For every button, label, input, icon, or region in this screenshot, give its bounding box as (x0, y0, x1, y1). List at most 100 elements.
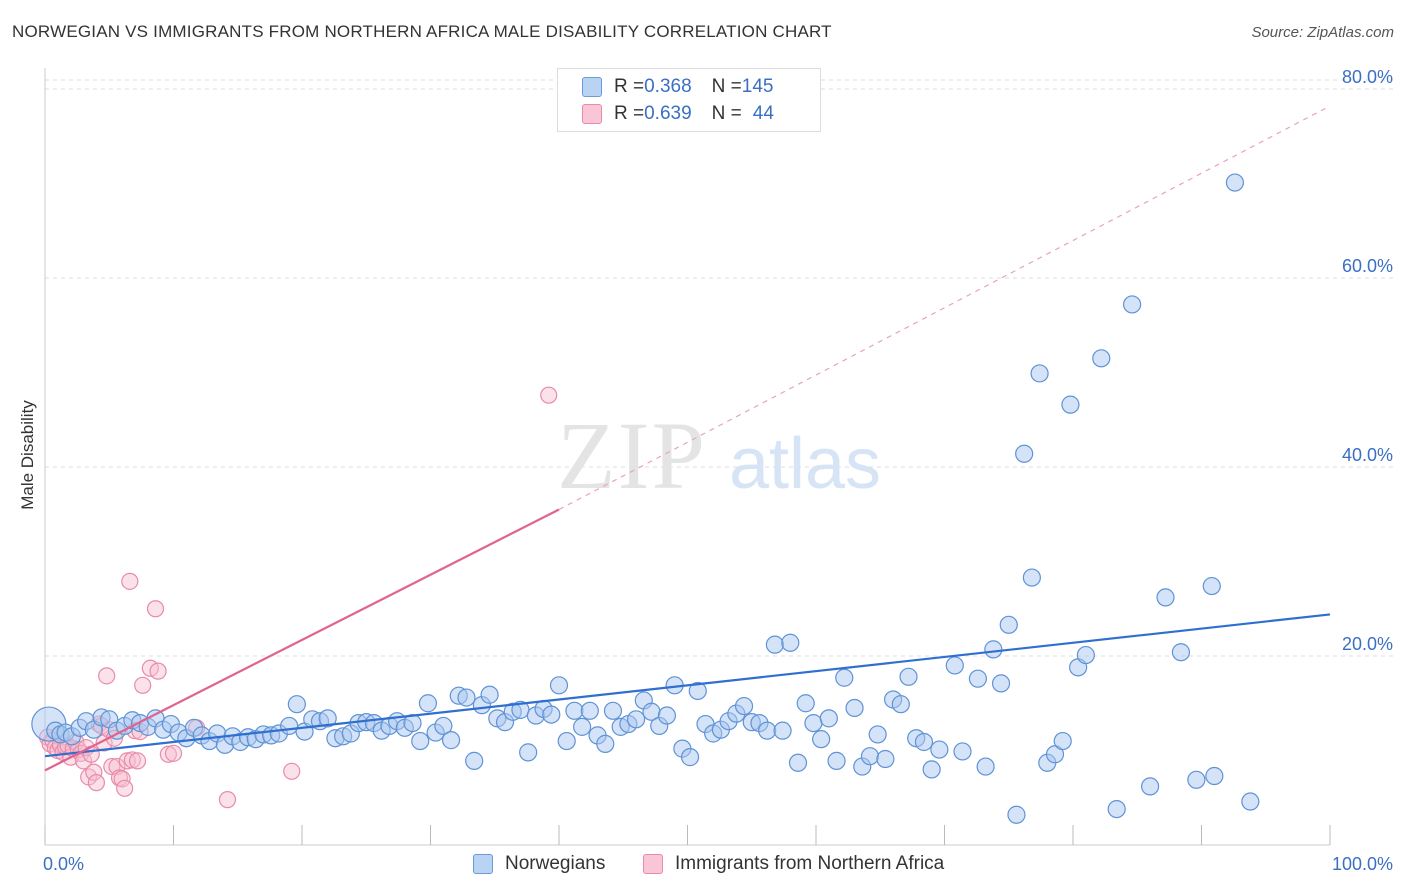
data-point-immigrants (121, 572, 139, 590)
data-point-immigrants (149, 662, 167, 680)
data-point-norwegians (603, 701, 623, 720)
legend-swatch-blue (473, 854, 493, 874)
data-point-norwegians (557, 731, 576, 751)
data-point-norwegians (827, 751, 846, 770)
chart-title: NORWEGIAN VS IMMIGRANTS FROM NORTHERN AF… (12, 22, 832, 41)
data-point-norwegians (434, 716, 453, 736)
data-point-norwegians (953, 742, 972, 761)
legend-n-value: 44 (752, 103, 774, 124)
data-point-norwegians (465, 751, 484, 770)
data-point-immigrants (98, 667, 116, 685)
data-point-immigrants (123, 751, 141, 769)
data-point-norwegians (657, 706, 677, 725)
data-point-norwegians (796, 694, 815, 713)
data-point-norwegians (812, 730, 831, 749)
data-point-norwegians (819, 709, 838, 728)
trendline-norwegians (44, 613, 1331, 758)
legend-n-value: 145 (741, 76, 774, 97)
data-point-norwegians (734, 696, 754, 716)
data-point-norwegians (626, 710, 646, 729)
data-point-norwegians (899, 667, 918, 686)
data-point-norwegians (868, 725, 887, 744)
data-point-norwegians (1202, 576, 1221, 596)
data-point-norwegians (968, 669, 988, 688)
data-point-norwegians (804, 713, 823, 733)
data-point-norwegians (765, 635, 784, 654)
legend-label-norwegians: Norwegians (505, 853, 606, 874)
correlation-legend: R = 0.368 N = 145 R = 0.639 N = 44 (557, 68, 821, 132)
legend-r-label: R = (614, 103, 645, 124)
data-point-norwegians (945, 656, 964, 675)
legend-label-immigrants: Immigrants from Northern Africa (675, 853, 945, 874)
y-tick-label: 40.0% (1342, 445, 1393, 465)
grid-lines (45, 79, 1395, 657)
data-point-norwegians (441, 731, 461, 750)
data-point-norwegians (1007, 805, 1026, 824)
y-tick-label: 60.0% (1342, 256, 1393, 276)
y-tick-label: 80.0% (1342, 67, 1393, 87)
data-point-norwegians (1030, 364, 1049, 383)
data-point-norwegians (1140, 777, 1160, 796)
data-point-immigrants (146, 600, 165, 618)
data-point-immigrants (159, 745, 177, 763)
data-point-norwegians (781, 633, 800, 652)
data-point-immigrants (134, 676, 152, 694)
trendlines (44, 105, 1331, 772)
data-point-norwegians (1092, 349, 1111, 368)
data-point-norwegians (835, 668, 854, 687)
data-point-norwegians (549, 676, 569, 695)
watermark-zip: ZIP (557, 402, 707, 509)
data-point-norwegians (999, 615, 1018, 634)
legend-swatch-pink (643, 854, 663, 874)
legend-row-norwegians: R = 0.368 N = 145 (582, 74, 773, 100)
data-point-norwegians (680, 748, 700, 767)
data-point-norwegians (318, 709, 337, 728)
legend-item-immigrants[interactable]: Immigrants from Northern Africa (643, 850, 944, 878)
data-point-norwegians (1053, 731, 1072, 751)
data-point-norwegians (1241, 792, 1260, 811)
legend-r-value: 0.368 (644, 76, 692, 97)
data-point-norwegians (480, 685, 499, 704)
data-point-norwegians (1061, 395, 1080, 414)
data-point-norwegians (1015, 444, 1034, 463)
data-point-norwegians (976, 757, 995, 776)
data-point-norwegians (891, 695, 910, 714)
data-point-norwegians (411, 731, 430, 751)
data-point-norwegians (287, 695, 306, 714)
data-point-norwegians (565, 701, 584, 720)
data-point-immigrants (128, 752, 147, 770)
legend-r-label: R = (614, 76, 645, 97)
data-point-immigrants (87, 774, 106, 792)
trendline-immigrants (44, 508, 560, 772)
data-point-norwegians (1187, 770, 1206, 789)
tick-labels: 20.0% 40.0% 60.0% 80.0% 0.0% 100.0% (43, 67, 1393, 874)
data-point-norwegians (876, 749, 895, 769)
data-point-norwegians (788, 753, 808, 772)
data-point-norwegians (418, 694, 438, 713)
source-label: Source: ZipAtlas.com (1251, 24, 1394, 41)
data-point-norwegians (773, 721, 792, 740)
watermark-atlas: atlas (729, 424, 881, 504)
data-point-norwegians (457, 688, 476, 707)
data-point-immigrants (164, 744, 183, 762)
data-point-norwegians (1205, 766, 1224, 786)
data-point-immigrants (116, 779, 134, 797)
data-point-norwegians (930, 740, 949, 759)
legend-item-norwegians[interactable]: Norwegians (473, 850, 605, 878)
data-point-norwegians (280, 716, 299, 736)
axes (44, 68, 1331, 846)
legend-swatch-pink (582, 104, 602, 124)
data-point-norwegians (542, 705, 561, 724)
data-point-norwegians (914, 732, 934, 752)
legend-row-immigrants: R = 0.639 N = 44 (582, 101, 774, 127)
data-point-norwegians (758, 721, 777, 740)
data-point-norwegians (1225, 173, 1245, 192)
data-point-immigrants (85, 763, 103, 781)
series-legend: Norwegians Immigrants from Northern Afri… (0, 850, 1406, 878)
data-point-norwegians (1076, 645, 1095, 665)
data-point-norwegians (845, 698, 864, 718)
data-point-immigrants (540, 386, 558, 404)
data-point-norwegians (1156, 588, 1175, 607)
data-point-norwegians (984, 640, 1003, 659)
